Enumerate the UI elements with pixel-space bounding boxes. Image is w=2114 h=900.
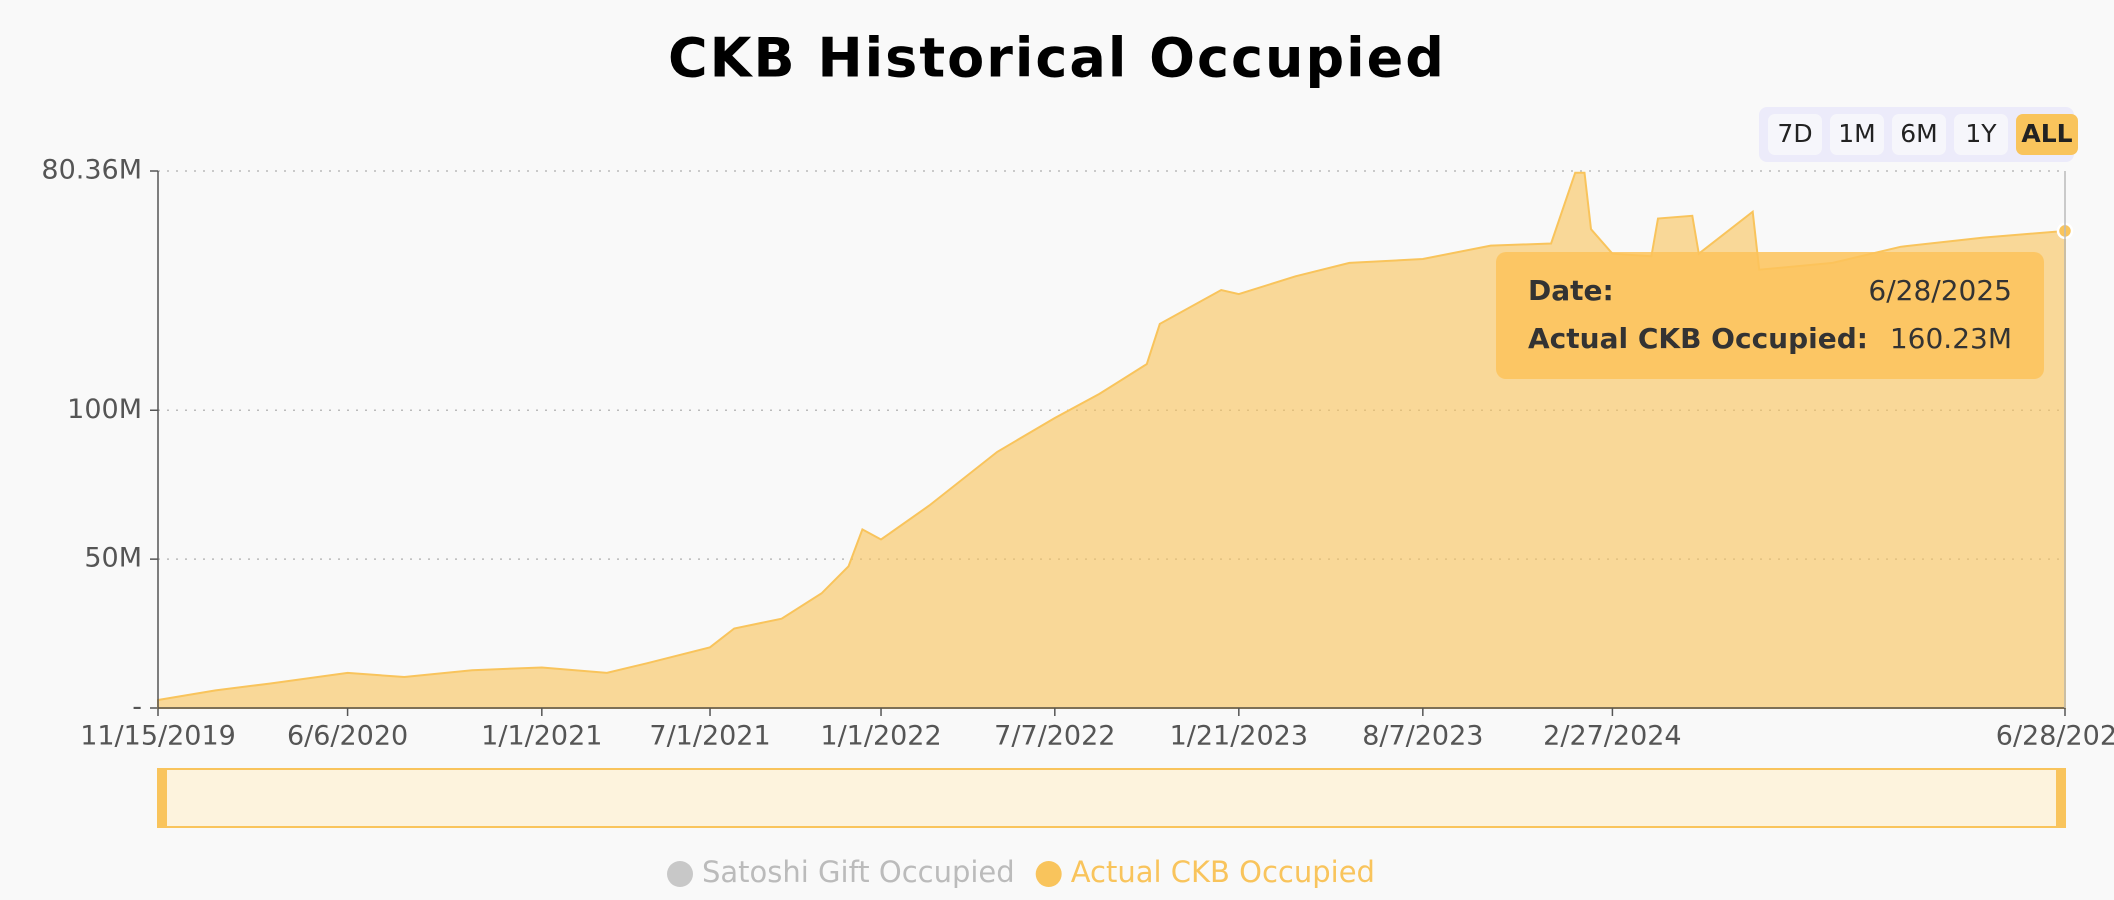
x-tick-label: 6/6/2020 [287, 721, 408, 752]
range-button-label[interactable]: 7D [1777, 119, 1812, 148]
legend-item[interactable]: Actual CKB Occupied [1035, 855, 1375, 889]
zoom-window[interactable] [157, 768, 2066, 828]
range-button-bg[interactable] [1830, 114, 1884, 155]
range-button-label[interactable]: 6M [1900, 119, 1937, 148]
x-tick-label: 1/1/2021 [481, 721, 602, 752]
x-tick-label: 1/21/2023 [1170, 721, 1308, 752]
legend-item[interactable]: Satoshi Gift Occupied [667, 855, 1015, 889]
range-button-label[interactable]: ALL [2021, 119, 2072, 148]
range-button-label[interactable]: 1M [1838, 119, 1875, 148]
x-tick-label: 7/7/2022 [994, 721, 1115, 752]
x-tick-label: 2/27/2024 [1543, 721, 1681, 752]
zoom-handle[interactable] [158, 769, 167, 827]
range-button-bg[interactable] [2016, 114, 2078, 155]
tooltip-value: 160.23M [1890, 322, 2012, 355]
range-button-label[interactable]: 1Y [1965, 119, 1997, 148]
legend-label[interactable]: Actual CKB Occupied [1071, 855, 1375, 889]
tooltip-series-label: Actual CKB Occupied: [1528, 322, 1868, 355]
x-tick-label: 11/15/2019 [80, 721, 236, 752]
range-button[interactable]: 7D [1768, 114, 1822, 155]
zoom-slider[interactable] [157, 768, 2066, 828]
tooltip-date: 6/28/2025 [1868, 274, 2012, 307]
zoom-handle[interactable] [2056, 769, 2065, 827]
range-button-bg[interactable] [1768, 114, 1822, 155]
tooltip-date-label: Date: [1528, 274, 1614, 307]
range-button[interactable]: 1M [1830, 114, 1884, 155]
x-tick-label: 8/7/2023 [1362, 721, 1483, 752]
x-tick-label: 6/28/2025 [1996, 721, 2114, 752]
y-tick-label: 50M [84, 543, 142, 574]
y-tick-label: 80.36M [41, 155, 142, 186]
y-tick-label: - [132, 692, 142, 723]
chart-title: CKB Historical Occupied [668, 27, 1446, 90]
range-button-bg[interactable] [1892, 114, 1946, 155]
range-button-bg[interactable] [1954, 114, 2008, 155]
legend-label[interactable]: Satoshi Gift Occupied [702, 855, 1015, 889]
x-tick-label: 1/1/2022 [820, 721, 941, 752]
range-button[interactable]: ALL [2016, 114, 2078, 155]
range-button[interactable]: 1Y [1954, 114, 2008, 155]
x-tick-label: 7/1/2021 [649, 721, 770, 752]
legend-swatch[interactable] [1035, 861, 1062, 887]
y-tick-label: 100M [67, 394, 142, 425]
range-button[interactable]: 6M [1892, 114, 1946, 155]
tooltip [1496, 252, 2044, 379]
legend-swatch[interactable] [667, 861, 693, 887]
